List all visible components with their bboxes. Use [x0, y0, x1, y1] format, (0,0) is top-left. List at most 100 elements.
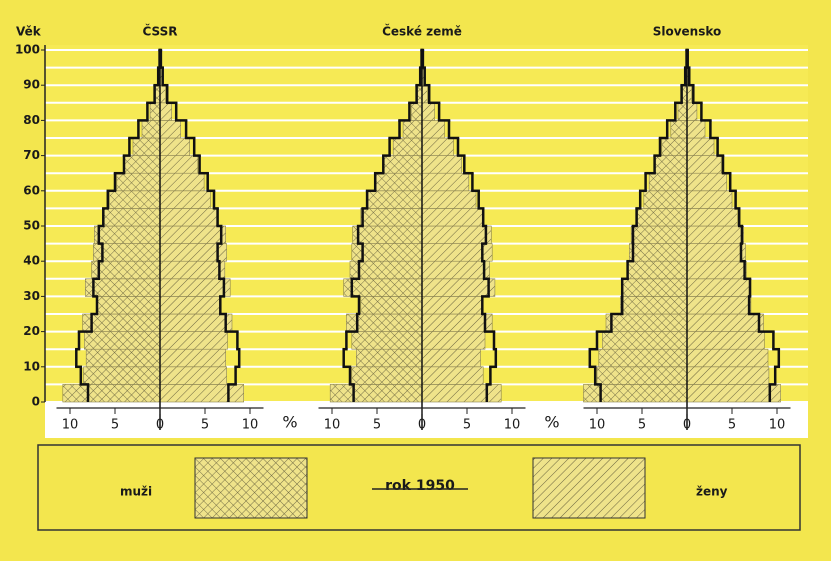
bar — [421, 313, 493, 332]
y-tick-label: 100 — [15, 43, 40, 57]
x-axis-unit: % — [282, 413, 297, 432]
bar — [159, 155, 199, 174]
y-tick-label: 40 — [23, 254, 40, 268]
y-tick-label: 60 — [23, 183, 40, 197]
bar — [343, 278, 423, 297]
bar — [159, 172, 205, 192]
bar — [637, 208, 688, 227]
bar — [109, 190, 161, 209]
bar — [686, 331, 765, 350]
bar — [159, 260, 226, 280]
bar — [630, 225, 688, 244]
bar — [620, 296, 688, 315]
bar — [159, 366, 227, 385]
x-tick-label: 10 — [504, 418, 521, 433]
bar — [116, 172, 161, 192]
bar — [159, 348, 226, 368]
bar — [421, 348, 481, 368]
bar — [132, 137, 161, 156]
x-tick-label: 5 — [638, 418, 646, 433]
bar — [686, 243, 746, 262]
bar — [84, 331, 161, 350]
bar — [159, 225, 226, 244]
bar — [627, 260, 688, 280]
bar — [159, 190, 211, 209]
legend-swatch-men — [194, 457, 308, 519]
bar — [421, 366, 484, 385]
x-tick-label: 5 — [373, 418, 381, 433]
bar — [159, 120, 182, 139]
bar — [96, 296, 161, 315]
bar — [421, 102, 435, 121]
bar — [349, 260, 423, 280]
bar — [410, 102, 423, 121]
bar — [62, 384, 161, 403]
bar — [421, 296, 483, 315]
bar — [85, 278, 161, 297]
bar — [421, 331, 486, 350]
bar — [83, 366, 161, 385]
x-tick-label: 5 — [463, 418, 471, 433]
bar — [686, 366, 770, 385]
bar — [367, 190, 423, 209]
bar — [159, 137, 191, 156]
legend-men: muži — [120, 485, 152, 499]
bar — [421, 278, 496, 297]
y-tick-label: 30 — [23, 289, 40, 303]
bar — [621, 278, 688, 297]
y-tick-label: 20 — [23, 324, 40, 338]
x-tick-label: 10 — [589, 418, 606, 433]
bar — [159, 331, 228, 350]
y-tick-label: 90 — [23, 78, 40, 92]
bar — [648, 172, 688, 192]
bar — [602, 331, 688, 350]
bar — [654, 155, 688, 174]
bar — [686, 296, 752, 315]
x-tick-label: 10 — [324, 418, 341, 433]
bar — [421, 384, 502, 403]
bar — [686, 172, 727, 192]
legend-women: ženy — [696, 485, 728, 499]
bar — [421, 172, 470, 192]
bar — [329, 384, 423, 403]
bar — [159, 278, 231, 297]
bar — [686, 225, 745, 244]
y-axis-label: Věk — [16, 25, 42, 39]
x-tick-label: 0 — [418, 418, 426, 433]
y-tick-label: 10 — [23, 359, 40, 373]
bar — [360, 296, 423, 315]
bar — [596, 366, 688, 385]
bar — [159, 384, 244, 403]
chart-title: České země — [382, 24, 462, 39]
x-tick-label: 10 — [242, 418, 259, 433]
x-axis-unit: % — [544, 413, 559, 432]
bar — [421, 137, 454, 156]
bar — [159, 102, 172, 121]
legend-box — [37, 444, 801, 531]
bar — [421, 208, 483, 227]
chart-title: ČSSR — [142, 24, 177, 39]
bar — [686, 137, 715, 156]
bar — [149, 102, 161, 121]
legend-title: rok 1950 — [385, 478, 455, 494]
y-tick-label: 0 — [32, 395, 40, 409]
bar — [94, 225, 161, 244]
bar — [360, 208, 423, 227]
bar — [141, 120, 161, 139]
bar — [85, 348, 161, 368]
bar — [605, 313, 688, 332]
bar — [686, 102, 698, 121]
bar — [159, 84, 166, 104]
bar — [123, 155, 161, 174]
bar — [352, 225, 423, 244]
bar — [392, 137, 423, 156]
y-tick-label: 50 — [23, 219, 40, 233]
chart-title: Slovensko — [653, 25, 722, 39]
bar — [402, 120, 423, 139]
bar — [159, 296, 222, 315]
bar — [102, 208, 161, 227]
bar — [670, 120, 688, 139]
bar — [598, 348, 688, 368]
bar — [686, 120, 706, 139]
